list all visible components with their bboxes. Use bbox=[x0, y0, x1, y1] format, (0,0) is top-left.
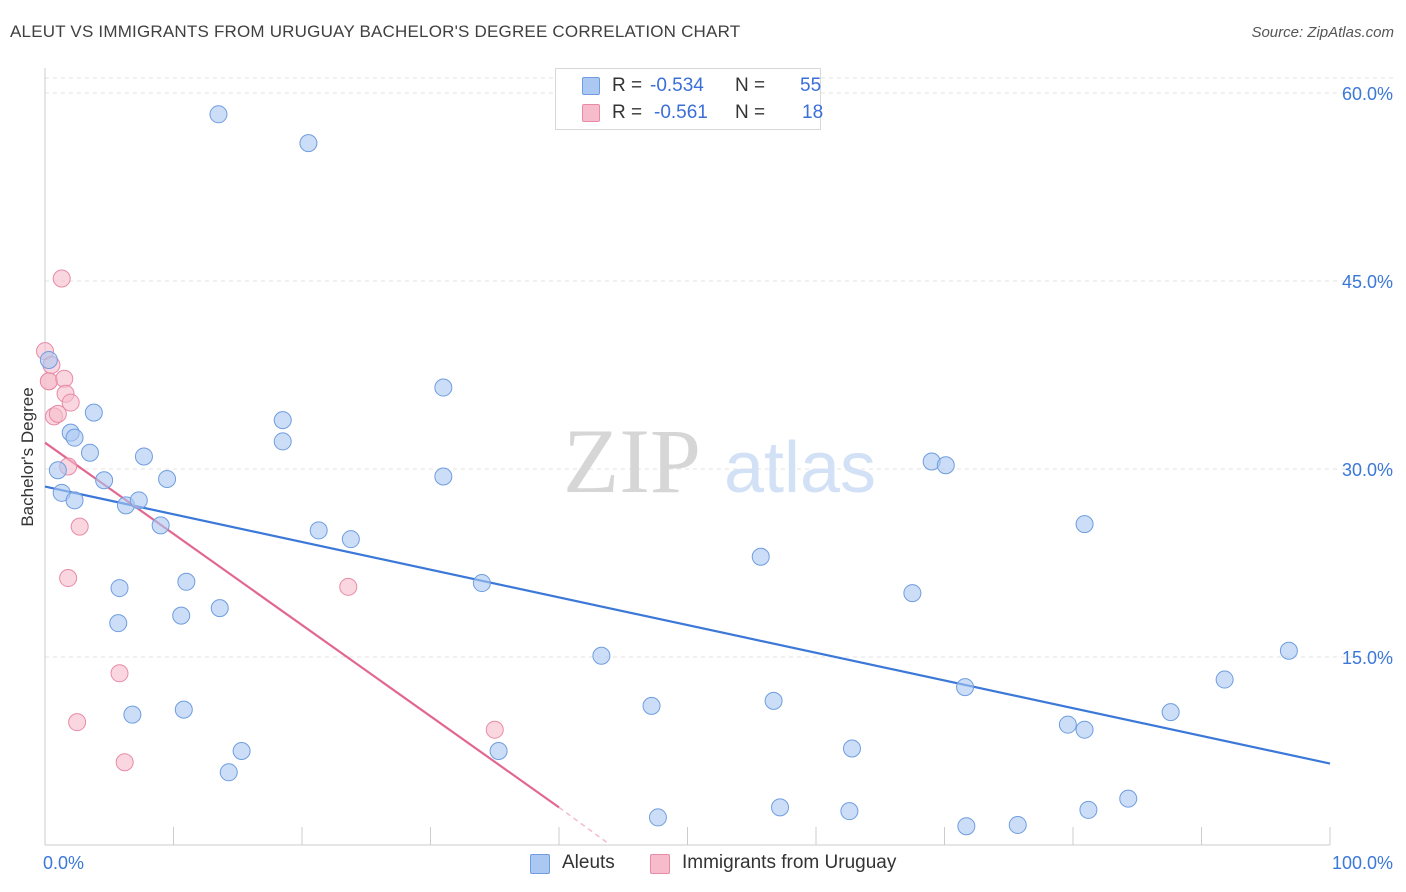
correlation-legend: R = -0.534 N = 55 R = -0.561 N = 18 bbox=[555, 68, 824, 130]
data-point-aleuts bbox=[903, 584, 922, 603]
legend-n-value-uruguay: 18 bbox=[802, 102, 824, 123]
data-point-aleuts bbox=[1279, 641, 1298, 660]
data-point-aleuts bbox=[840, 802, 859, 821]
data-point-aleuts bbox=[39, 350, 58, 369]
watermark-zip: ZIP bbox=[563, 410, 701, 512]
data-point-aleuts bbox=[842, 739, 861, 758]
legend-label-aleuts: Aleuts bbox=[562, 852, 615, 873]
data-point-uruguay bbox=[68, 713, 87, 732]
watermark-atlas: atlas bbox=[724, 428, 876, 508]
data-point-aleuts bbox=[957, 817, 976, 836]
legend-swatch-uruguay bbox=[582, 104, 600, 122]
legend-r-value-uruguay: -0.561 bbox=[654, 102, 708, 123]
data-point-aleuts bbox=[956, 678, 975, 697]
data-point-aleuts bbox=[1058, 715, 1077, 734]
data-point-aleuts bbox=[1075, 515, 1094, 534]
axes bbox=[44, 68, 1331, 846]
data-point-aleuts bbox=[177, 572, 196, 591]
tick-labels: 15.0% 30.0% 45.0% 60.0% 0.0% 100.0% bbox=[43, 84, 1393, 873]
data-point-aleuts bbox=[434, 378, 453, 397]
legend-r-label: R = bbox=[612, 75, 643, 96]
data-point-aleuts bbox=[65, 428, 84, 447]
data-point-aleuts bbox=[1008, 815, 1027, 834]
data-point-uruguay bbox=[339, 577, 358, 596]
data-point-uruguay bbox=[39, 372, 58, 391]
y-tick-label: 30.0% bbox=[1342, 460, 1393, 480]
data-point-aleuts bbox=[771, 798, 790, 817]
data-point-aleuts bbox=[592, 646, 611, 665]
data-point-aleuts bbox=[172, 606, 191, 625]
data-point-aleuts bbox=[109, 614, 128, 633]
data-point-aleuts bbox=[65, 491, 84, 510]
data-point-aleuts bbox=[123, 705, 142, 724]
data-point-aleuts bbox=[1161, 703, 1180, 722]
data-points bbox=[36, 105, 1298, 836]
data-point-aleuts bbox=[151, 516, 170, 535]
source-label: Source: ZipAtlas.com bbox=[1251, 24, 1394, 41]
data-point-uruguay bbox=[59, 569, 78, 588]
data-point-aleuts bbox=[95, 471, 114, 490]
data-point-uruguay bbox=[61, 393, 80, 412]
legend-swatch-aleuts bbox=[582, 77, 600, 95]
data-point-aleuts bbox=[273, 432, 292, 451]
data-point-aleuts bbox=[210, 599, 229, 618]
data-point-aleuts bbox=[642, 696, 661, 715]
data-point-aleuts bbox=[129, 491, 148, 510]
data-point-aleuts bbox=[1215, 670, 1234, 689]
y-tick-label: 45.0% bbox=[1342, 272, 1393, 292]
data-point-uruguay bbox=[55, 369, 74, 388]
data-point-uruguay bbox=[52, 269, 71, 288]
data-point-aleuts bbox=[84, 403, 103, 422]
data-point-aleuts bbox=[1079, 800, 1098, 819]
y-axis-label: Bachelor's Degree bbox=[18, 387, 37, 527]
data-point-aleuts bbox=[1075, 720, 1094, 739]
data-point-aleuts bbox=[648, 808, 667, 827]
grid-lines bbox=[45, 77, 1395, 658]
data-point-uruguay bbox=[110, 664, 129, 683]
data-point-aleuts bbox=[936, 456, 955, 475]
legend-n-label: N = bbox=[735, 75, 766, 96]
data-point-aleuts bbox=[764, 691, 783, 710]
trend-line-uruguay-extension bbox=[558, 806, 611, 846]
data-point-aleuts bbox=[174, 700, 193, 719]
x-tick-label-left: 0.0% bbox=[43, 853, 84, 873]
x-tick-label-right: 100.0% bbox=[1332, 853, 1393, 873]
legend-n-label: N = bbox=[735, 102, 766, 123]
data-point-uruguay bbox=[48, 404, 67, 423]
data-point-aleuts bbox=[299, 134, 318, 153]
data-point-aleuts bbox=[219, 763, 238, 782]
trend-line-aleuts bbox=[44, 485, 1331, 765]
legend-n-value-aleuts: 55 bbox=[800, 75, 822, 96]
legend-label-uruguay: Immigrants from Uruguay bbox=[682, 852, 897, 873]
data-point-aleuts bbox=[341, 530, 360, 549]
y-tick-label: 60.0% bbox=[1342, 84, 1393, 104]
legend-swatch-aleuts bbox=[530, 854, 550, 874]
data-point-aleuts bbox=[209, 105, 228, 124]
data-point-aleuts bbox=[273, 411, 292, 430]
y-tick-label: 15.0% bbox=[1342, 648, 1393, 668]
data-point-aleuts bbox=[434, 467, 453, 486]
watermark: ZIP atlas bbox=[563, 410, 876, 512]
data-point-uruguay bbox=[115, 753, 134, 772]
data-point-aleuts bbox=[48, 461, 67, 480]
data-point-aleuts bbox=[309, 521, 328, 540]
legend-swatch-uruguay bbox=[650, 854, 670, 874]
data-point-aleuts bbox=[80, 443, 99, 462]
data-point-aleuts bbox=[1119, 789, 1138, 808]
data-point-aleuts bbox=[134, 447, 153, 466]
chart-title: ALEUT VS IMMIGRANTS FROM URUGUAY BACHELO… bbox=[10, 22, 741, 41]
data-point-aleuts bbox=[110, 579, 129, 598]
legend-r-value-aleuts: -0.534 bbox=[650, 75, 704, 96]
data-point-aleuts bbox=[751, 547, 770, 566]
data-point-uruguay bbox=[485, 720, 504, 739]
data-point-uruguay bbox=[70, 517, 89, 536]
data-point-aleuts bbox=[489, 742, 508, 760]
legend-r-label: R = bbox=[612, 102, 643, 123]
data-point-aleuts bbox=[232, 742, 251, 760]
data-point-aleuts bbox=[472, 574, 491, 593]
data-point-aleuts bbox=[158, 470, 177, 489]
